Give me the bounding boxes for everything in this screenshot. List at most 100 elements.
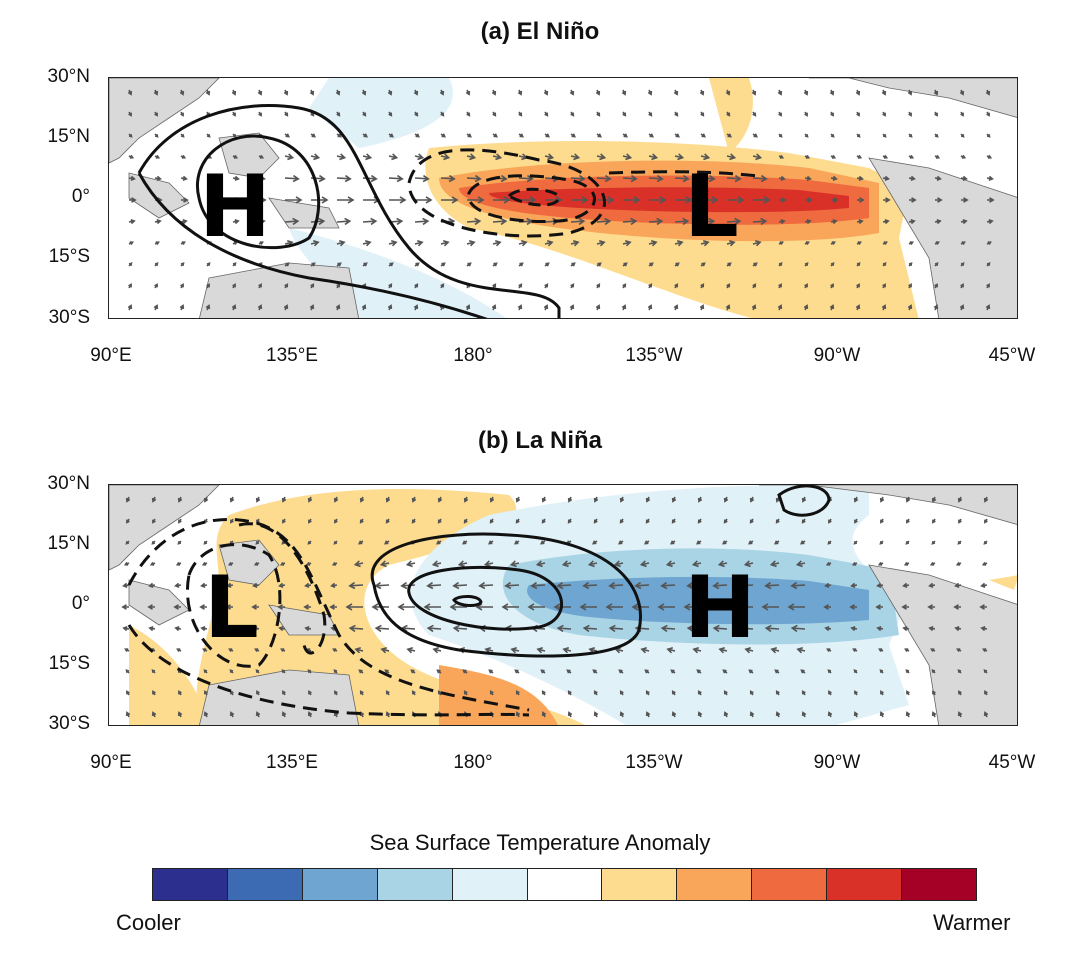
wind-arrow: [723, 690, 728, 696]
wind-arrow: [804, 283, 808, 289]
wind-arrow: [749, 711, 755, 718]
wind-arrow: [154, 241, 160, 245]
wind-arrow: [803, 304, 809, 311]
wind-arrow: [492, 262, 498, 267]
wind-arrow: [697, 496, 703, 503]
wind-arrow: [958, 690, 962, 696]
wind-arrow: [544, 111, 549, 117]
wind-arrow: [879, 669, 884, 674]
wind-arrow: [336, 111, 341, 117]
wind-arrow: [515, 496, 521, 503]
wind-arrow: [177, 711, 183, 718]
wind-arrow: [231, 89, 237, 96]
wind-arrow: [764, 624, 780, 633]
wind-arrow: [905, 669, 910, 674]
wind-arrow: [374, 624, 390, 633]
wind-arrow: [254, 648, 260, 652]
wind-arrow: [854, 690, 858, 696]
wind-arrow: [228, 648, 234, 652]
wind-arrow: [567, 711, 573, 718]
wind-arrow: [596, 283, 601, 289]
wind-arrow: [801, 496, 807, 503]
wind-arrow: [357, 540, 364, 545]
wind-arrow: [180, 154, 187, 159]
wind-arrow: [752, 174, 768, 183]
wind-arrow: [985, 89, 991, 96]
wind-arrow: [203, 496, 209, 503]
wind-arrow: [827, 711, 833, 718]
wind-arrow: [309, 89, 315, 96]
wind-arrow: [752, 283, 757, 289]
wind-arrow: [414, 239, 424, 247]
wind-arrow: [751, 89, 757, 96]
wind-arrow: [983, 496, 989, 503]
wind-arrow: [622, 111, 627, 117]
wind-arrow: [700, 239, 710, 247]
wind-arrow: [310, 133, 317, 138]
wind-arrow: [761, 603, 780, 611]
wind-arrow: [825, 561, 832, 566]
wind-arrow: [954, 626, 962, 632]
wind-arrow: [307, 496, 313, 503]
wind-arrow: [778, 262, 783, 267]
wind-arrow: [379, 560, 390, 568]
wind-arrow: [452, 581, 468, 590]
wind-arrow: [466, 239, 476, 247]
wind-arrow: [380, 646, 390, 654]
wind-arrow: [769, 560, 780, 568]
wind-arrow: [411, 496, 417, 503]
wind-arrow: [414, 153, 425, 161]
wind-arrow: [452, 624, 468, 633]
wind-arrow: [128, 175, 136, 182]
wind-arrow: [465, 304, 471, 311]
wind-arrow: [639, 560, 650, 568]
wind-arrow: [700, 153, 711, 161]
colorbar: [152, 868, 977, 901]
wind-arrow: [437, 496, 443, 503]
wind-arrow: [180, 197, 189, 203]
wind-arrow: [856, 262, 861, 267]
wind-arrow: [830, 219, 838, 225]
wind-arrow: [348, 581, 364, 590]
wind-arrow: [778, 133, 783, 138]
wind-arrow: [960, 241, 966, 245]
wind-arrow: [227, 561, 234, 566]
wind-arrow: [253, 561, 260, 566]
wind-arrow: [906, 518, 910, 524]
wind-arrow: [803, 89, 809, 96]
wind-arrow: [229, 669, 234, 674]
wind-arrow: [726, 217, 742, 226]
wind-arrow: [804, 241, 810, 245]
wind-arrow: [674, 153, 685, 161]
wind-arrow: [414, 196, 433, 204]
wind-arrow: [539, 540, 546, 545]
wind-arrow: [907, 89, 913, 96]
wind-arrow: [544, 133, 551, 138]
wind-arrow: [284, 262, 290, 267]
wind-arrow: [855, 89, 861, 96]
wind-arrow: [764, 581, 780, 590]
wind-arrow: [543, 304, 549, 311]
wind-arrow: [957, 711, 963, 718]
colorbar-swatch: [377, 869, 453, 900]
wind-arrow: [934, 241, 940, 245]
wind-arrow: [414, 174, 430, 183]
wind-arrow: [387, 304, 393, 311]
wind-arrow: [752, 133, 759, 138]
wind-arrow: [700, 262, 706, 267]
wind-arrow: [958, 518, 962, 524]
wind-arrow: [255, 711, 261, 718]
wind-arrow: [854, 518, 858, 524]
wind-arrow: [148, 626, 156, 632]
wind-arrow: [954, 582, 962, 589]
wind-arrow: [173, 604, 182, 610]
wind-arrow: [232, 175, 240, 182]
wind-arrow: [595, 89, 601, 96]
wind-arrow: [595, 304, 601, 311]
wind-arrow: [709, 603, 728, 611]
wind-arrow: [336, 153, 347, 161]
wind-arrow: [657, 603, 676, 611]
wind-arrow: [752, 262, 758, 267]
wind-arrow: [333, 540, 338, 545]
wind-arrow: [180, 262, 185, 267]
